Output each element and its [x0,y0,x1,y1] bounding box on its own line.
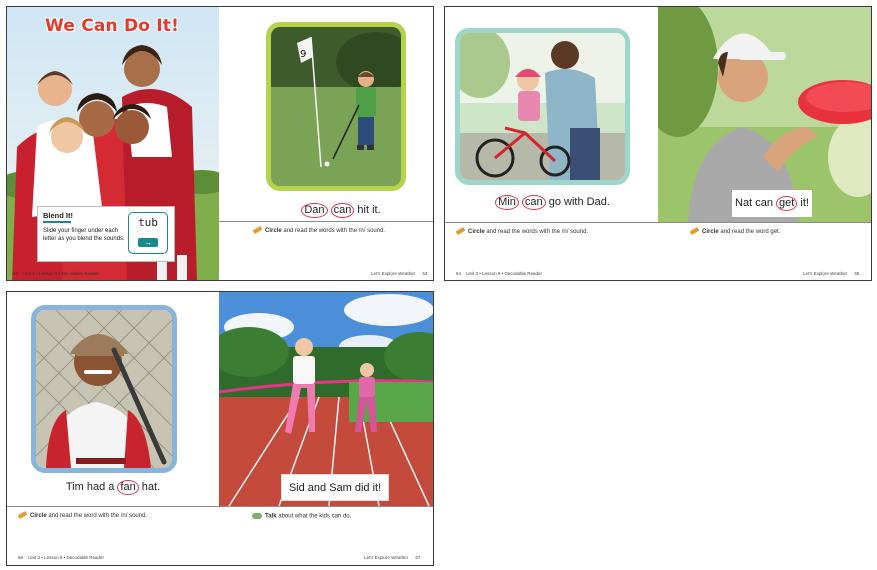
instruction-text: and read the word get. [718,229,781,235]
page-number: 64 [456,271,462,276]
caption-start: Nat can [735,197,777,209]
caption-end: hat. [138,481,161,493]
pencil-icon [689,227,700,236]
instruction-left: Circle and read the words with the /n/ s… [455,227,589,236]
divider-line [445,222,871,223]
footer-book-title: Let’s Explore Weather [803,271,848,276]
footer-left: 62 Unit 3 • Lesson 9 • Decodable Reader [13,271,99,276]
pencil-icon [252,226,263,235]
baseball-photo-frame [31,305,177,473]
divider-line [219,221,433,222]
circled-word-dan[interactable]: Dan [301,203,328,218]
talk-icon [252,513,262,519]
team-hug-photo: We Can Do It! Blend It! Slide your finge… [7,7,219,280]
pencil-icon [17,511,28,520]
instruction-text: and read the word with the /n/ sound. [46,513,148,519]
bike-photo-frame [455,28,630,185]
spread-pages-64-65: Min can go with Dad. Nat can get it! Cir… [444,6,872,281]
instruction-text: about what the kids can do. [276,513,352,520]
arrow-right-icon: → [138,238,158,247]
circled-word-can[interactable]: can [521,195,546,210]
caption-start: Tim had a [65,481,118,493]
baseball-boy-illustration [36,310,172,468]
dad-bike-illustration [460,33,625,180]
instruction-left: Circle and read the word with the /n/ so… [17,511,148,520]
footer-book-title: Let’s Explore Weather [364,555,409,560]
caption-min-can-go: Min can go with Dad. [455,195,650,210]
footer-book-title: Let’s Explore Weather [371,271,416,276]
page-number: 65 [854,271,860,276]
caption-sid-and-sam: Sid and Sam did it! [281,474,389,501]
caption-tim-had-a-fan-hat: Tim had a fan hat. [27,480,199,495]
blend-it-text: Slide your finger under each letter as y… [43,228,125,242]
spread-pages-62-63: We Can Do It! Blend It! Slide your finge… [6,6,434,281]
instruction-right: Talk about what the kids can do. [252,513,351,520]
circled-word-can[interactable]: can [330,203,355,218]
footer-left: 66 Unit 3 • Lesson 9 • Decodable Reader [18,555,104,560]
instruction-text: and read the words with the /n/ sound. [281,228,386,234]
footer-series: Unit 3 • Lesson 9 • Decodable Reader [28,555,104,560]
instruction-verb: Circle [30,513,47,519]
circled-word-min[interactable]: Min [495,195,519,210]
caption-nat-can-get-it: Nat can get it! [732,190,812,217]
blend-underline [43,221,71,223]
golf-photo-frame: 9 [266,22,406,191]
instruction-right: Circle and read the word get. [689,227,781,236]
instruction-verb: Talk [265,513,277,520]
page-number: 62 [13,271,19,276]
instruction-text: and read the words with the /n/ sound. [484,229,589,235]
instruction-verb: Circle [702,229,719,235]
page-number: 63 [422,271,428,276]
circled-word-get[interactable]: get [776,196,798,211]
caption-dan-can-hit-it: Dan can hit it. [266,203,416,218]
race-kids-illustration [219,292,433,506]
caption-rest: hit it. [357,204,381,216]
footer-left: 64 Unit 3 • Lesson 9 • Decodable Reader [456,271,542,276]
blend-word: tub [138,216,158,229]
frisbee-boy-illustration [658,7,871,222]
blend-word-card: tub → [128,212,168,254]
pencil-icon [455,227,466,236]
footer-series: Unit 3 • Lesson 9 • Decodable Reader [466,271,542,276]
blend-it-box: Blend It! Slide your finger under each l… [37,206,175,262]
page-number: 66 [18,555,24,560]
footer-right: Let’s Explore Weather 65 [803,271,859,276]
instruction-verb: Circle [468,229,485,235]
caption-rest: go with Dad. [548,196,610,208]
instruction-circle-n: Circle and read the words with the /n/ s… [252,226,386,235]
footer-right: Let’s Explore Weather 63 [371,271,427,276]
caption-end: it! [797,197,809,209]
footer-series: Unit 3 • Lesson 9 • Decodable Reader [23,271,99,276]
divider-line [7,506,433,507]
circled-word-fan[interactable]: fan [117,480,139,495]
page-title: We Can Do It! [45,16,180,36]
page-number: 67 [415,555,421,560]
footer-right: Let’s Explore Weather 67 [364,555,420,560]
frisbee-photo: Nat can get it! [658,7,871,222]
flag-number: 9 [300,49,306,60]
golf-boy-illustration: 9 [271,27,401,186]
blend-it-heading: Blend It! [43,211,73,220]
spread-pages-66-67: Tim had a fan hat. Sid and Sam did it! C… [6,291,434,566]
instruction-verb: Circle [265,228,282,234]
race-photo: Sid and Sam did it! [219,292,433,506]
